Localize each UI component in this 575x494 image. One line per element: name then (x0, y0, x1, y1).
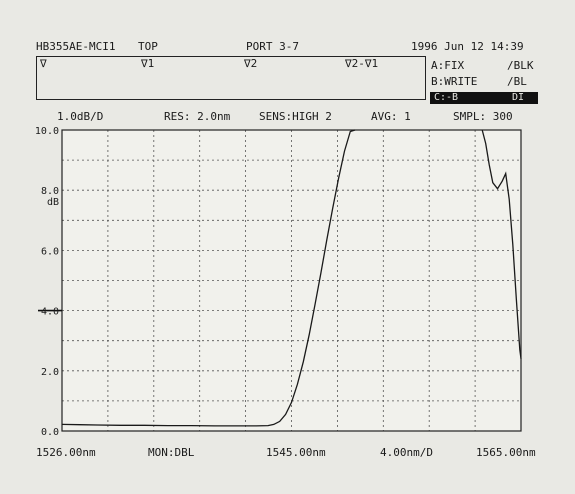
trace-b-mode: B:WRITE (431, 75, 478, 88)
averaging: AVG: 1 (371, 110, 411, 123)
trace-a-mode: A:FIX (431, 59, 465, 72)
monitor-label: MON:DBL (148, 446, 195, 459)
marker-1: ∇1 (141, 57, 155, 70)
y-tick-label: 10.0 (35, 126, 59, 137)
y-tick-label: 8.0 (41, 186, 59, 197)
sensitivity: SENS:HIGH 2 (259, 110, 332, 123)
marker-panel: ∇ ∇1 ∇2 ∇2-∇1 (36, 56, 426, 100)
resolution: RES: 2.0nm (164, 110, 231, 123)
series-line (61, 129, 356, 427)
marker-diff: ∇2-∇1 (345, 57, 379, 70)
y-tick-label: 2.0 (41, 367, 59, 378)
series-line (481, 129, 522, 359)
x-div-label: 4.00nm/D (380, 446, 433, 459)
display-mode: TOP (138, 40, 158, 53)
y-scale: 1.0dB/D (57, 110, 104, 123)
marker-2: ∇2 (244, 57, 258, 70)
y-tick-label: 6.0 (41, 246, 59, 257)
y-axis-unit: dB (47, 197, 59, 208)
plot-frame (61, 129, 522, 432)
y-tick-label: 4.0 (41, 307, 59, 318)
instrument-model: HB355AE-MCI1 (36, 40, 116, 53)
trace-b-display: /BL (507, 75, 527, 88)
datetime: 1996 Jun 12 14:39 (411, 40, 524, 53)
marker-base: ∇ (40, 57, 47, 70)
sampling: SMPL: 300 (453, 110, 513, 123)
trace-a-display: /BLK (507, 59, 534, 72)
x-stop-label: 1565.00nm (476, 446, 536, 459)
x-center-label: 1545.00nm (266, 446, 326, 459)
x-start-label: 1526.00nm (36, 446, 96, 459)
port-label: PORT 3-7 (246, 40, 299, 53)
trace-c-row: C:-B DI (430, 92, 538, 104)
trace-c-display: DI (512, 92, 525, 103)
y-tick-label: 0.0 (41, 427, 59, 438)
trace-c-mode: C:-B (434, 92, 459, 103)
